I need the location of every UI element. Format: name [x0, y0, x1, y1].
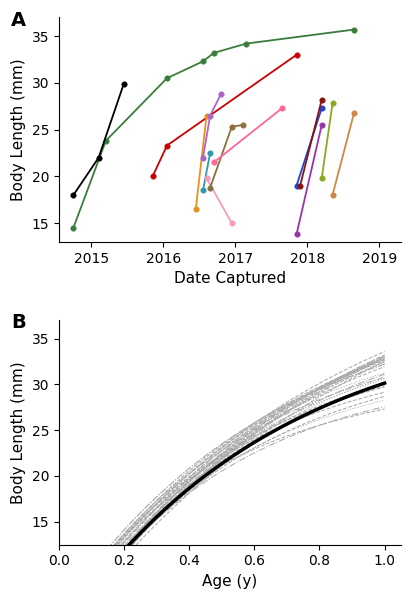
Text: A: A [11, 11, 26, 29]
X-axis label: Date Captured: Date Captured [174, 271, 286, 286]
Text: B: B [11, 313, 26, 332]
Y-axis label: Body Length (mm): Body Length (mm) [11, 361, 26, 504]
X-axis label: Age (y): Age (y) [202, 574, 258, 589]
Y-axis label: Body Length (mm): Body Length (mm) [11, 58, 26, 201]
